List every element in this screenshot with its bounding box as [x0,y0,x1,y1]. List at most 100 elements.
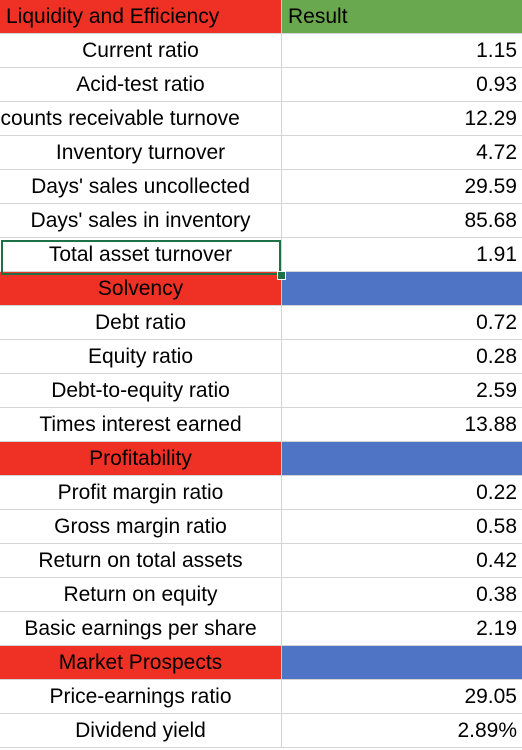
label-cell[interactable]: Equity ratio [0,340,282,373]
label-cell[interactable]: ccounts receivable turnove [0,102,282,135]
table-row-current-ratio: Current ratio 1.15 [0,34,522,68]
row-label: Profit margin ratio [57,481,224,504]
label-cell[interactable]: Days' sales uncollected [0,170,282,203]
label-cell[interactable]: Return on equity [0,578,282,611]
row-value: 2.89% [457,719,517,742]
row-value: 13.88 [464,413,517,436]
label-cell[interactable]: Inventory turnover [0,136,282,169]
section-label: Profitability [89,447,192,470]
row-value: 1.91 [476,243,517,266]
value-cell[interactable]: 1.91 [282,238,522,271]
row-label: Debt-to-equity ratio [51,379,230,402]
section-row-profitability: Profitability [0,442,522,476]
value-cell[interactable]: 85.68 [282,204,522,237]
row-label: Acid-test ratio [76,73,205,96]
header-result: Result [288,5,348,28]
row-value: 2.19 [476,617,517,640]
table-row-equity-ratio: Equity ratio 0.28 [0,340,522,374]
row-value: 0.42 [476,549,517,572]
table-row-gross-margin-ratio: Gross margin ratio 0.58 [0,510,522,544]
header-row: Liquidity and Efficiency Result [0,0,522,34]
label-cell[interactable]: Profit margin ratio [0,476,282,509]
value-cell[interactable]: 2.19 [282,612,522,645]
table-row-return-on-total-assets: Return on total assets 0.42 [0,544,522,578]
row-value: 0.38 [476,583,517,606]
label-cell[interactable]: Basic earnings per share [0,612,282,645]
section-result-cell[interactable] [282,646,522,679]
section-label-cell[interactable]: Solvency [0,272,282,305]
section-label-cell[interactable]: Profitability [0,442,282,475]
label-cell[interactable]: Debt-to-equity ratio [0,374,282,407]
value-cell[interactable]: 29.59 [282,170,522,203]
row-label: Price-earnings ratio [49,685,232,708]
value-cell[interactable]: 1.15 [282,34,522,67]
table-row-times-interest-earned: Times interest earned 13.88 [0,408,522,442]
row-label: Debt ratio [94,311,187,334]
row-label: Days' sales in inventory [30,209,251,232]
table-row-basic-earnings-per-share: Basic earnings per share 2.19 [0,612,522,646]
value-cell[interactable]: 0.72 [282,306,522,339]
table-row-days-sales-in-inventory: Days' sales in inventory 85.68 [0,204,522,238]
value-cell[interactable]: 12.29 [282,102,522,135]
label-cell[interactable]: Acid-test ratio [0,68,282,101]
label-cell[interactable]: Price-earnings ratio [0,680,282,713]
value-cell[interactable]: 4.72 [282,136,522,169]
label-cell[interactable]: Dividend yield [0,714,282,747]
value-cell[interactable]: 0.58 [282,510,522,543]
row-value: 12.29 [464,107,517,130]
row-value: 0.58 [476,515,517,538]
table-row-accounts-receivable-turnover: ccounts receivable turnove 12.29 [0,102,522,136]
section-label-cell[interactable]: Market Prospects [0,646,282,679]
value-cell[interactable]: 2.89% [282,714,522,747]
section-result-cell[interactable] [282,442,522,475]
label-cell[interactable]: Current ratio [0,34,282,67]
row-value: 85.68 [464,209,517,232]
table-row-inventory-turnover: Inventory turnover 4.72 [0,136,522,170]
row-label: Return on equity [63,583,218,606]
row-label: Total asset turnover [48,243,233,266]
table-row-debt-ratio: Debt ratio 0.72 [0,306,522,340]
row-value: 0.22 [476,481,517,504]
row-label: Times interest earned [39,413,242,436]
label-cell[interactable]: Debt ratio [0,306,282,339]
row-value: 4.72 [476,141,517,164]
label-cell[interactable]: Gross margin ratio [0,510,282,543]
row-value: 0.28 [476,345,517,368]
row-label: Days' sales uncollected [31,175,250,198]
row-label: Current ratio [82,39,199,62]
table-row-profit-margin-ratio: Profit margin ratio 0.22 [0,476,522,510]
row-value: 2.59 [476,379,517,402]
value-cell[interactable]: 0.22 [282,476,522,509]
value-cell[interactable]: 29.05 [282,680,522,713]
table-row-return-on-equity: Return on equity 0.38 [0,578,522,612]
value-cell[interactable]: 0.38 [282,578,522,611]
row-label: Equity ratio [87,345,194,368]
row-label: Inventory turnover [55,141,226,164]
table-row-debt-to-equity-ratio: Debt-to-equity ratio 2.59 [0,374,522,408]
row-label: Dividend yield [75,719,206,742]
section-row-solvency: Solvency [0,272,522,306]
section-result-cell[interactable] [282,272,522,305]
label-cell[interactable]: Return on total assets [0,544,282,577]
label-cell[interactable]: Days' sales in inventory [0,204,282,237]
section-row-market-prospects: Market Prospects [0,646,522,680]
row-label: ccounts receivable turnove [0,107,240,130]
label-cell[interactable]: Times interest earned [0,408,282,441]
row-label: Basic earnings per share [24,617,257,640]
value-cell[interactable]: 0.42 [282,544,522,577]
header-label-cell[interactable]: Liquidity and Efficiency [0,0,282,33]
value-cell[interactable]: 0.28 [282,340,522,373]
header-result-cell[interactable]: Result [282,0,522,33]
label-cell[interactable]: Total asset turnover [0,238,282,271]
row-value: 29.59 [464,175,517,198]
row-value: 0.72 [476,311,517,334]
value-cell[interactable]: 13.88 [282,408,522,441]
value-cell[interactable]: 2.59 [282,374,522,407]
header-label: Liquidity and Efficiency [6,5,220,28]
table-row-total-asset-turnover: Total asset turnover 1.91 [0,238,522,272]
table-row-days-sales-uncollected: Days' sales uncollected 29.59 [0,170,522,204]
section-label: Solvency [97,277,184,300]
fill-handle[interactable] [277,271,286,280]
value-cell[interactable]: 0.93 [282,68,522,101]
